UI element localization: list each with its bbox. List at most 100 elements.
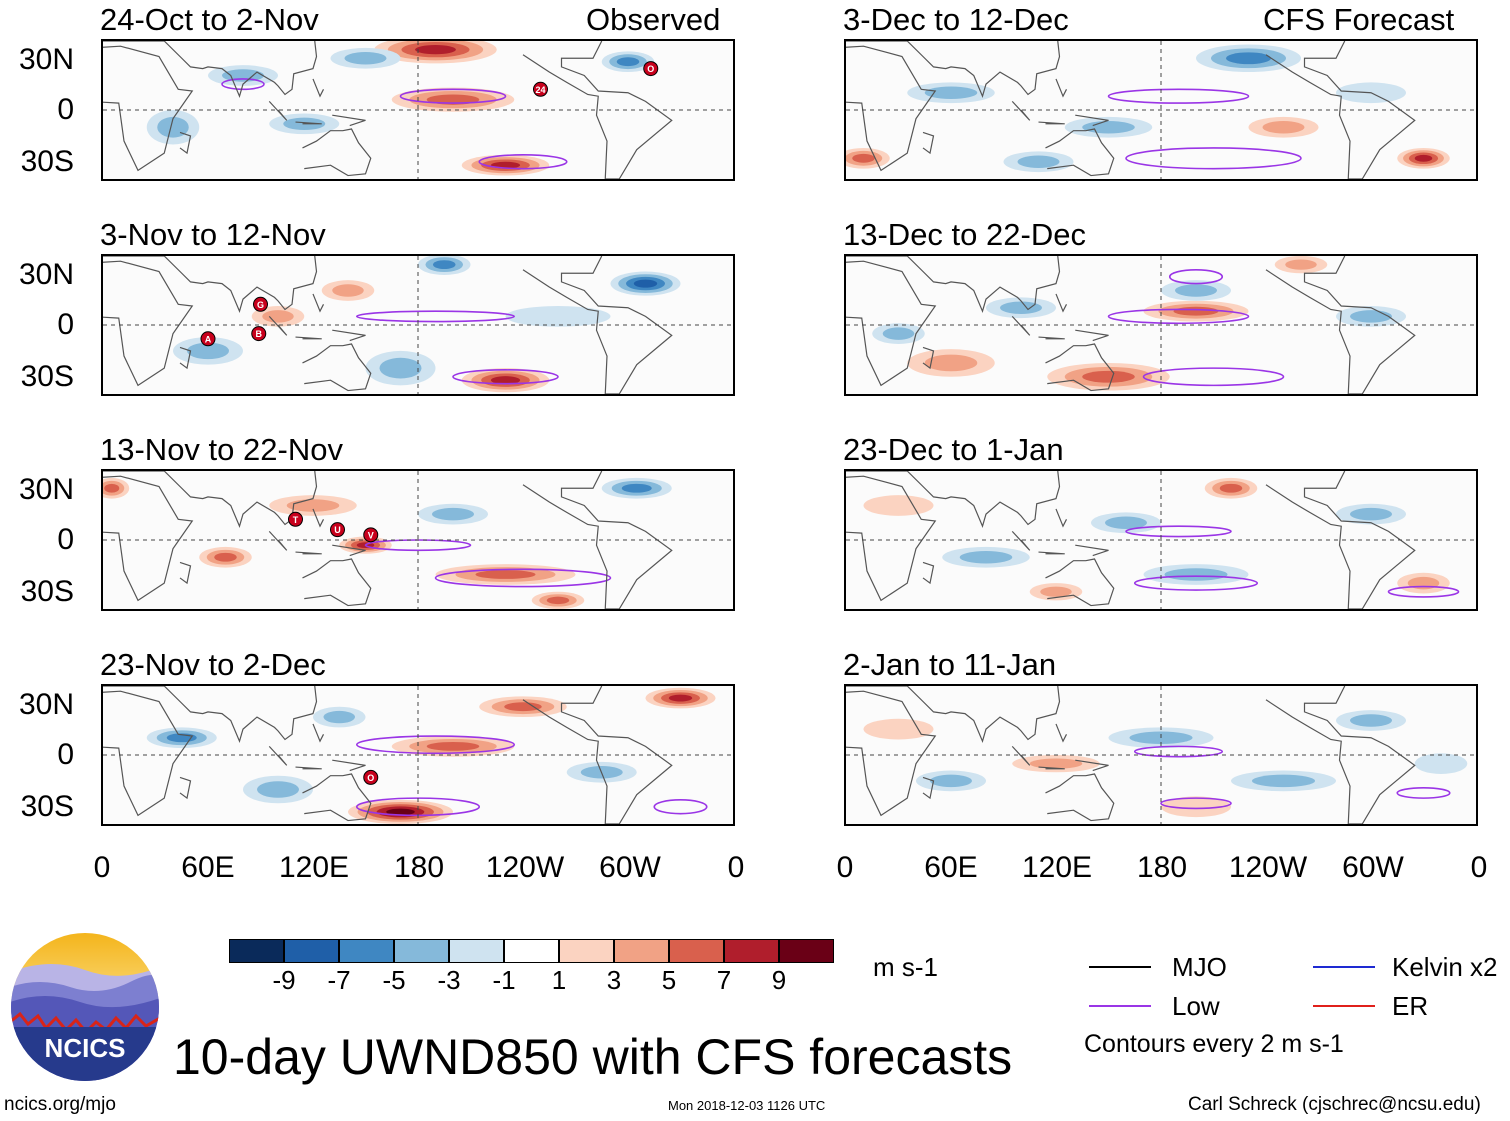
coastline [846, 45, 937, 172]
tropical-cyclone-marker: G [253, 296, 268, 312]
logo-text: NCICS [45, 1033, 126, 1063]
coastline [295, 336, 322, 340]
lat-label-eq: 0 [57, 93, 74, 126]
coastline [922, 131, 935, 155]
panel-title-left-1: 24-Oct to 2-Nov [100, 2, 319, 37]
lon-label: 120E [1021, 851, 1093, 884]
colorbar-tick-labels: -9 -7 -5 -3 -1 1 3 5 7 9 [229, 965, 834, 997]
tropical-cyclone-marker: T [288, 511, 303, 527]
colorbar-tick-label: -1 [492, 965, 516, 995]
svg-text:G: G [257, 300, 264, 310]
colorbar-tick-label: 5 [661, 965, 677, 995]
map-panel: O [101, 684, 735, 826]
low-frequency-contour [1107, 88, 1250, 104]
coastline [1045, 558, 1115, 607]
lat-label-30s: 30S [20, 790, 74, 823]
wind-anomaly-shading [863, 495, 934, 516]
lon-label: 0 [836, 851, 854, 884]
wind-anomaly-shading [1414, 154, 1433, 162]
wind-anomaly-shading [1175, 284, 1217, 297]
svg-text:24: 24 [535, 85, 545, 95]
wind-anomaly-shading [633, 279, 658, 288]
coastline [103, 256, 318, 313]
coastline [312, 78, 325, 98]
colorbar-swatch [669, 939, 724, 963]
wind-anomaly-shading [1161, 796, 1231, 818]
low-frequency-contour [355, 310, 516, 323]
wind-anomaly-shading [621, 483, 652, 493]
wind-anomaly-shading [1082, 370, 1135, 383]
colorbar-swatch [779, 939, 834, 963]
wind-anomaly-shading [323, 710, 355, 724]
lat-label-30n: 30N [18, 688, 74, 721]
coastline [846, 690, 937, 817]
colorbar-swatch [449, 939, 504, 963]
svg-text:O: O [647, 64, 654, 74]
low-frequency-contour [1142, 367, 1285, 387]
lon-label: 60W [1342, 851, 1404, 884]
coastline [103, 41, 318, 98]
map-canvas [846, 256, 1476, 394]
map-panel: O 24 [101, 39, 735, 181]
low-frequency-contour [399, 88, 507, 104]
wind-anomaly-shading [187, 342, 229, 360]
panel-title-right-1: 3-Dec to 12-Dec [843, 2, 1069, 37]
legend-mjo-line [1089, 966, 1151, 968]
coastline [1038, 121, 1065, 125]
low-frequency-contour [1160, 797, 1232, 810]
colorbar-tick-label: -7 [327, 965, 351, 995]
svg-text:U: U [334, 525, 341, 535]
colorbar-swatch [394, 939, 449, 963]
coastline [922, 346, 935, 370]
lat-label-30s: 30S [20, 145, 74, 178]
coastline [1055, 78, 1068, 98]
coastline [268, 745, 288, 766]
coastline [846, 475, 937, 602]
map-panel [844, 254, 1478, 396]
coastline [1045, 773, 1115, 822]
wind-anomaly-shading [432, 507, 474, 521]
svg-text:A: A [205, 334, 212, 344]
colorbar-swatch [504, 939, 559, 963]
wind-anomaly-shading [1029, 758, 1083, 769]
footer-url[interactable]: ncics.org/mjo [4, 1094, 116, 1115]
legend-er-line [1313, 1005, 1375, 1007]
low-frequency-contour [434, 568, 612, 588]
legend-low-label: Low [1172, 991, 1220, 1021]
footer-timestamp: Mon 2018-12-03 1126 UTC [668, 1098, 826, 1113]
wind-anomaly-shading [505, 306, 611, 327]
colorbar-tick-label: -5 [382, 965, 406, 995]
coastline [268, 315, 288, 336]
wind-anomaly-shading [1252, 774, 1315, 788]
coastline [522, 471, 673, 609]
map-panel: G A B [101, 254, 735, 396]
coastline [179, 131, 192, 155]
low-frequency-contour [1107, 308, 1250, 325]
wind-anomaly-shading [668, 694, 693, 702]
low-frequency-contour [1133, 745, 1224, 758]
low-frequency-contour [452, 369, 559, 385]
coastline [1265, 256, 1416, 394]
low-frequency-contour [653, 799, 708, 815]
tropical-cyclone-marker: 24 [533, 81, 548, 97]
colorbar [229, 939, 834, 963]
lon-label: 60E [924, 851, 978, 884]
tropical-cyclone-marker: V [363, 527, 379, 543]
low-frequency-contour [355, 735, 516, 755]
wind-anomaly-shading [426, 741, 480, 751]
wind-anomaly-shading [214, 552, 237, 562]
coastline [1038, 336, 1065, 340]
map-canvas [846, 686, 1476, 824]
coastline [522, 256, 673, 394]
wind-anomaly-shading [1414, 753, 1468, 774]
coastline [522, 41, 673, 179]
cfs-forecast-header: CFS Forecast [1263, 2, 1455, 37]
low-frequency-contour [1125, 525, 1232, 538]
coastline [268, 100, 288, 121]
lon-label: 0 [93, 851, 111, 884]
coastline [103, 45, 194, 172]
coastline [295, 766, 322, 770]
contour-interval-note: Contours every 2 m s-1 [1084, 1030, 1344, 1058]
colorbar-tick-label: -9 [272, 965, 296, 995]
colorbar-swatch [284, 939, 339, 963]
